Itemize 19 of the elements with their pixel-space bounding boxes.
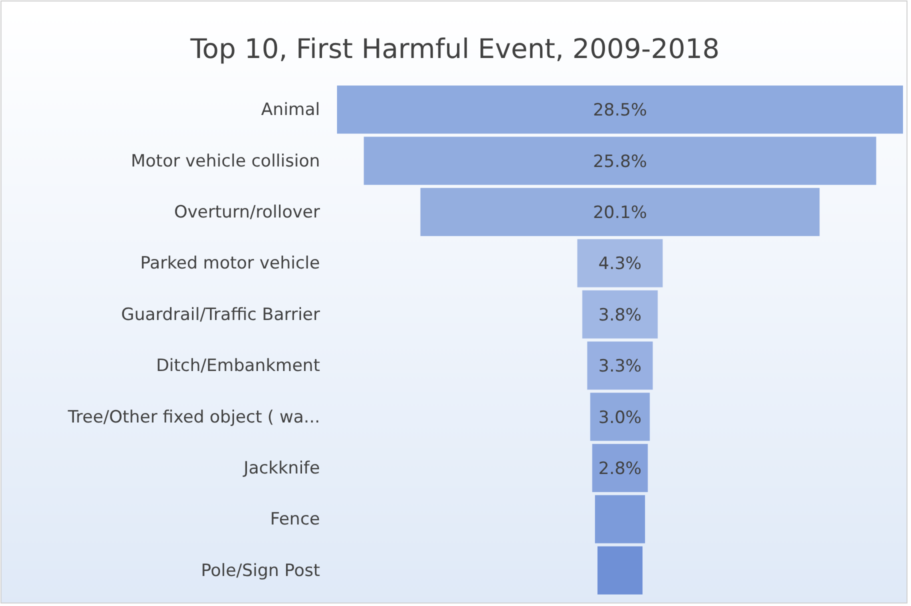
data-label: 20.1% <box>592 202 648 223</box>
data-label: 4.3% <box>598 254 642 274</box>
category-label: Jackknife <box>242 458 320 478</box>
category-label: Fence <box>270 510 320 530</box>
data-label: 2.8% <box>598 458 642 479</box>
text: Top 10, First Harmful Event, 2009-2018 <box>189 34 720 65</box>
data-label: 25.8% <box>592 152 648 172</box>
category-label: Overturn/rollover <box>174 202 320 222</box>
category-label: Ditch/Embankment <box>156 356 320 376</box>
category-label: Guardrail/Traffic Barrier <box>121 304 320 325</box>
category-label: Tree/Other fixed object ( wa... <box>66 407 320 428</box>
category-label: Parked motor vehicle <box>140 254 320 274</box>
category-label: Motor vehicle collision <box>130 151 320 172</box>
category-label: Animal <box>261 100 320 120</box>
category-label: Pole/Sign Post <box>200 560 320 581</box>
data-label: 3.8% <box>598 305 642 326</box>
data-label: 3.0% <box>598 408 642 428</box>
data-label: 28.5% <box>592 100 648 121</box>
data-label: 3.3% <box>598 356 642 377</box>
